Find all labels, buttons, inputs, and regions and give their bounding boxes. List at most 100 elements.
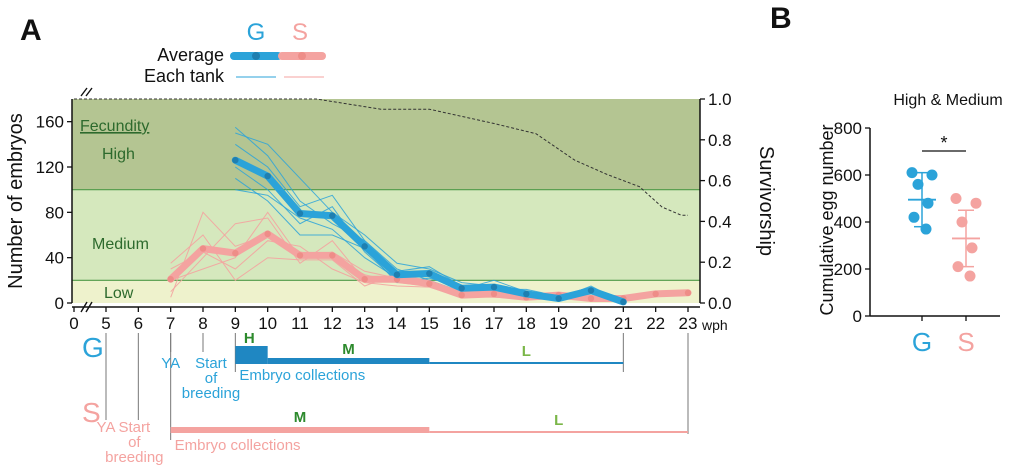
average-point-g bbox=[620, 298, 627, 306]
average-point-s bbox=[296, 252, 304, 259]
panel-b-y-tick-label: 600 bbox=[834, 166, 862, 185]
y-tick-label-left: 0 bbox=[55, 294, 64, 313]
data-point-s bbox=[950, 193, 962, 204]
g-phase-m-bar bbox=[267, 358, 430, 364]
s-phase-l-bar bbox=[429, 431, 688, 433]
x-tick-label: 21 bbox=[614, 314, 633, 333]
s-start-of-breeding-label: breeding bbox=[105, 449, 163, 466]
data-point-s bbox=[964, 270, 976, 282]
average-point-s bbox=[490, 290, 498, 298]
average-point-g bbox=[232, 157, 239, 164]
average-point-s bbox=[361, 276, 368, 283]
average-point-g bbox=[264, 172, 271, 180]
band-label-low: Low bbox=[104, 285, 134, 302]
panel-b-x-tick-label: G bbox=[912, 327, 932, 357]
x-tick-label: 18 bbox=[517, 314, 536, 333]
x-tick-label: 11 bbox=[291, 314, 309, 333]
average-point-g bbox=[361, 243, 368, 250]
average-point-g bbox=[523, 290, 530, 298]
schedule-g-label: G bbox=[82, 332, 104, 363]
average-point-s bbox=[264, 230, 271, 238]
s-ya-label: YA bbox=[97, 419, 116, 436]
x-tick-label: 8 bbox=[198, 314, 207, 333]
axis-break-bottom bbox=[80, 301, 93, 313]
x-tick-label: 10 bbox=[258, 314, 277, 333]
band-label-medium: Medium bbox=[92, 236, 149, 253]
legend-each-tank-label: Each tank bbox=[144, 66, 225, 86]
panel-b-y-tick-label: 400 bbox=[834, 213, 862, 232]
legend-s-header: S bbox=[292, 19, 308, 46]
average-point-s bbox=[232, 249, 239, 257]
x-tick-label: 0 bbox=[69, 314, 78, 333]
x-tick-label: 12 bbox=[323, 314, 342, 333]
average-point-s bbox=[199, 245, 207, 252]
x-tick-label: 13 bbox=[355, 314, 374, 333]
average-point-g bbox=[587, 287, 595, 294]
y-tick-label-right: 0.0 bbox=[708, 294, 732, 313]
average-point-s bbox=[458, 291, 465, 299]
data-point-s bbox=[966, 242, 978, 254]
s-phase-m-bar bbox=[170, 427, 430, 433]
legend-g-header: G bbox=[247, 19, 266, 46]
panel-b-title: High & Medium bbox=[893, 92, 1002, 109]
g-phase-h-label: H bbox=[244, 330, 255, 347]
data-point-s bbox=[956, 216, 968, 228]
data-point-g bbox=[922, 197, 934, 209]
s-start-of-breeding-label: of bbox=[128, 434, 141, 451]
s-start-of-breeding-label: Start bbox=[118, 419, 151, 436]
panel-b-y-tick-label: 800 bbox=[834, 119, 862, 138]
data-point-g bbox=[906, 167, 918, 179]
average-point-g bbox=[458, 285, 465, 292]
data-point-s bbox=[952, 261, 964, 273]
data-point-g bbox=[912, 178, 924, 190]
y-tick-label-right: 0.4 bbox=[708, 212, 732, 231]
data-point-g bbox=[920, 223, 932, 235]
legend-average-s-marker bbox=[298, 52, 306, 60]
average-point-s bbox=[587, 295, 595, 302]
g-embryo-collections-label: Embryo collections bbox=[239, 367, 365, 384]
survivorship-curve bbox=[74, 98, 688, 216]
band-label-high: High bbox=[102, 146, 135, 163]
panel-a-axes: 0 40 80 120 160 0.0 0.2 0.4 0.6 0.8 1.0 0 5 6 7 8 9 10 11 1… bbox=[36, 87, 732, 333]
data-point-g bbox=[908, 211, 920, 223]
s-phase-l-label: L bbox=[554, 412, 563, 429]
y-tick-label-left: 80 bbox=[45, 203, 64, 222]
g-start-of-breeding-label: breeding bbox=[182, 385, 240, 402]
panel-a-letter: A bbox=[20, 14, 42, 47]
y-axis-right-title: Survivorship bbox=[755, 146, 777, 256]
average-point-s bbox=[684, 289, 692, 296]
y-tick-label-left: 120 bbox=[36, 158, 64, 177]
panel-b-x-tick-label: S bbox=[957, 327, 974, 357]
fecundity-heading: Fecundity bbox=[80, 118, 149, 135]
x-tick-label: 22 bbox=[646, 314, 665, 333]
band-high bbox=[72, 99, 700, 190]
average-point-s bbox=[652, 290, 659, 298]
x-tick-label: 23 bbox=[679, 314, 698, 333]
panel-b-letter: B bbox=[770, 2, 792, 35]
legend-average-label: Average bbox=[157, 45, 224, 65]
panel-b-dots bbox=[906, 167, 982, 282]
average-point-s bbox=[167, 276, 174, 283]
s-phase-m-label: M bbox=[294, 409, 307, 426]
significance-label: * bbox=[940, 133, 947, 153]
average-point-g bbox=[329, 212, 336, 219]
g-phase-l-bar bbox=[429, 362, 624, 364]
x-tick-label: 14 bbox=[388, 314, 407, 333]
x-tick-label: 16 bbox=[452, 314, 471, 333]
x-tick-label: 19 bbox=[549, 314, 568, 333]
axis-break-top bbox=[80, 87, 93, 97]
y-axis-left-title: Number of embryos bbox=[5, 113, 27, 289]
fecundity-bands bbox=[72, 99, 700, 303]
average-point-g bbox=[490, 283, 498, 291]
data-point-g bbox=[926, 169, 938, 181]
panel-b-y-tick-label: 0 bbox=[853, 307, 862, 326]
y-tick-label-right: 1.0 bbox=[708, 90, 732, 109]
panel-b-y-tick-label: 200 bbox=[834, 260, 862, 279]
x-tick-label: 9 bbox=[231, 314, 240, 333]
x-axis-unit: wph bbox=[701, 317, 728, 333]
y-tick-label-right: 0.8 bbox=[708, 131, 732, 150]
survivorship-line bbox=[74, 98, 688, 216]
y-tick-label-left: 40 bbox=[45, 249, 64, 268]
